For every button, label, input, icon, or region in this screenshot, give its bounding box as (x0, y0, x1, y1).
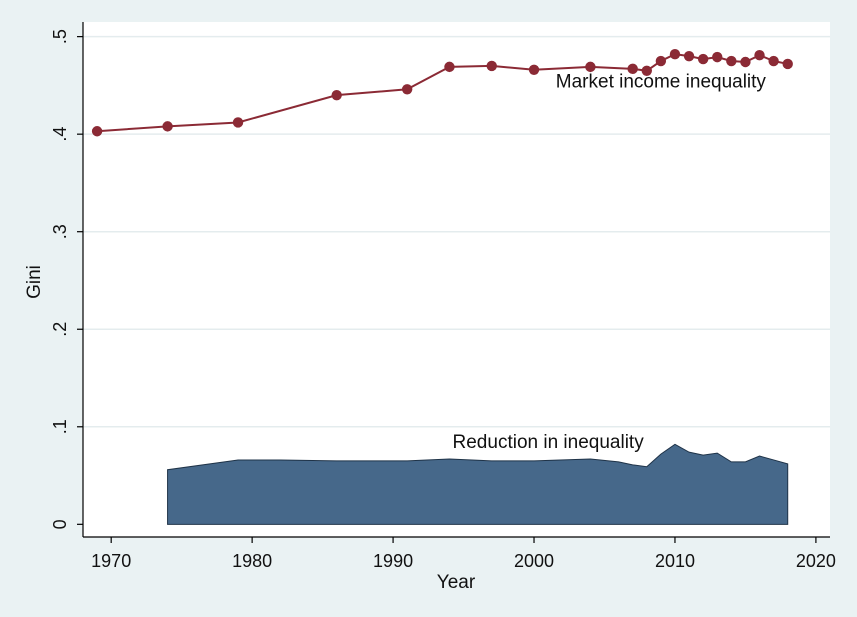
x-tick-label-1970: 1970 (91, 551, 131, 571)
market-point-2012 (697, 53, 709, 65)
market-point-2010 (669, 48, 681, 60)
x-axis-ticks: 1970 1980 1990 2000 2010 2020 (91, 537, 836, 571)
market-point-2004 (585, 61, 596, 73)
y-tick-label-1: .1 (50, 419, 70, 434)
y-axis-title: Gini (24, 265, 45, 299)
market-point-2018 (782, 58, 793, 70)
market-point-1991 (401, 84, 413, 95)
market-point-1997 (486, 60, 497, 72)
reduction-area (167, 443, 789, 525)
x-tick-label-1990: 1990 (373, 551, 413, 571)
annotations: Market income inequality Reduction in ine… (453, 71, 767, 453)
plot-area (83, 22, 830, 537)
market-point-2015 (740, 56, 751, 68)
market-point-1994 (444, 61, 455, 73)
x-tick-label-1980: 1980 (232, 551, 272, 571)
market-point-1986 (331, 89, 342, 101)
y-axis-ticks: 0 .1 .2 .3 .4 .5 (50, 29, 83, 529)
y-tick-label-5: .5 (50, 29, 70, 44)
annotation-0: Market income inequality (556, 71, 767, 92)
market-point-1974 (162, 121, 173, 132)
y-tick-label-2: .2 (50, 322, 70, 337)
x-tick-label-2000: 2000 (514, 551, 554, 571)
y-tick-label-4: .4 (50, 127, 70, 142)
market-point-2000 (528, 64, 540, 75)
annotation-1: Reduction in inequality (453, 432, 645, 453)
x-tick-label-2010: 2010 (655, 551, 695, 571)
market-point-2011 (683, 50, 695, 62)
market-markers-layer (91, 48, 793, 137)
market-point-2016 (754, 49, 765, 61)
market-point-2007 (627, 63, 638, 75)
grid (83, 35, 830, 428)
x-tick-label-2020: 2020 (796, 551, 836, 571)
market-point-2017 (768, 55, 779, 67)
market-point-2013 (712, 51, 723, 63)
market-point-2009 (655, 55, 667, 67)
market-point-2008 (641, 65, 652, 76)
axes (82, 22, 830, 538)
reduction-area-layer (167, 443, 789, 525)
y-tick-label-3: .3 (50, 224, 70, 239)
market-point-1979 (232, 117, 244, 128)
market-point-2014 (726, 55, 737, 67)
x-axis-title: Year (437, 572, 476, 593)
y-tick-label-0: 0 (50, 519, 70, 529)
market-point-1969 (91, 126, 103, 137)
